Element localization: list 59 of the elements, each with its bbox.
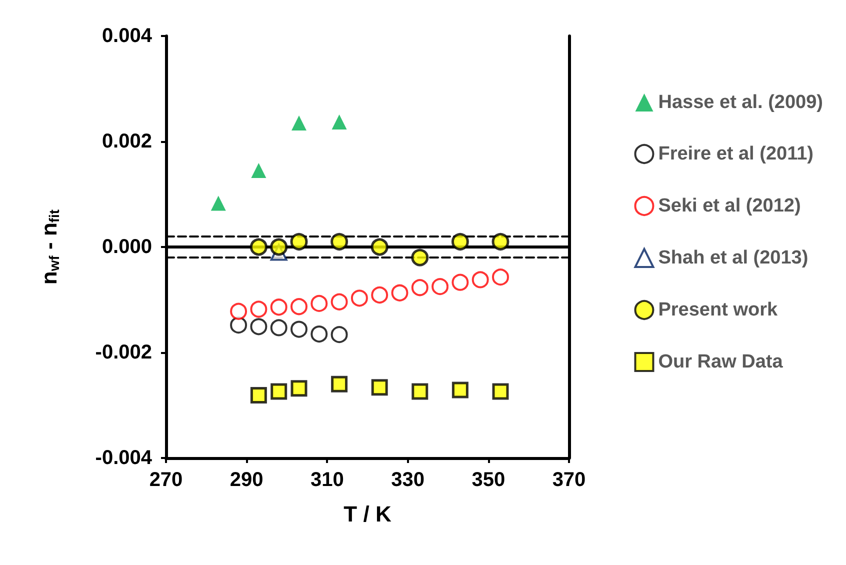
point (452, 382, 468, 398)
point (250, 386, 267, 404)
point (411, 279, 428, 296)
x-tick-label: 350 (472, 469, 506, 491)
point (452, 274, 469, 291)
point (290, 298, 308, 316)
legend-label: Seki et al (2012) (658, 196, 801, 216)
point (291, 116, 306, 131)
point (451, 232, 469, 250)
x-tick-label: 310 (310, 469, 344, 491)
point (270, 298, 288, 316)
point (332, 114, 347, 130)
point (290, 232, 308, 250)
point (391, 284, 408, 302)
legend-label: Our Raw Data (658, 352, 784, 372)
y-tick-label: 0.000 (102, 236, 152, 258)
point (350, 290, 368, 307)
point (310, 326, 328, 343)
legend-label: Freire et al (2011) (658, 144, 814, 164)
y-tick-label: 0.004 (102, 25, 153, 47)
point (371, 379, 388, 396)
point (290, 380, 308, 397)
x-axis-title: T / K (344, 502, 392, 526)
x-tick-label: 330 (391, 469, 424, 491)
legend-label: Present work (658, 300, 778, 320)
point (250, 238, 268, 256)
x-tick-label: 370 (552, 469, 586, 491)
point (371, 286, 388, 304)
point (310, 294, 328, 312)
point (230, 316, 248, 334)
point (270, 383, 288, 400)
point (250, 318, 268, 336)
point (492, 383, 509, 400)
point (432, 278, 449, 296)
point (270, 238, 288, 256)
legend-label: Hasse et al. (2009) (658, 92, 823, 113)
point (492, 232, 510, 250)
point (250, 300, 268, 318)
point (290, 320, 308, 338)
x-tick-label: 290 (230, 469, 264, 491)
point (492, 268, 509, 286)
point (370, 238, 388, 256)
x-tick-label: 270 (149, 469, 183, 491)
y-axis-title: nwf - nfit (36, 209, 62, 285)
point (411, 248, 429, 266)
point (472, 271, 489, 288)
y-tick-label: 0.002 (102, 130, 152, 152)
point (270, 319, 288, 336)
y-tick-label: -0.004 (95, 447, 153, 469)
y-tick-label: -0.002 (95, 342, 152, 364)
legend-label: Shah et al (2013) (658, 248, 808, 268)
point (251, 163, 266, 178)
point (330, 232, 348, 250)
point (230, 302, 248, 320)
point (330, 326, 348, 344)
point (412, 383, 428, 400)
point (210, 196, 226, 211)
point (331, 376, 348, 392)
point (330, 293, 348, 310)
